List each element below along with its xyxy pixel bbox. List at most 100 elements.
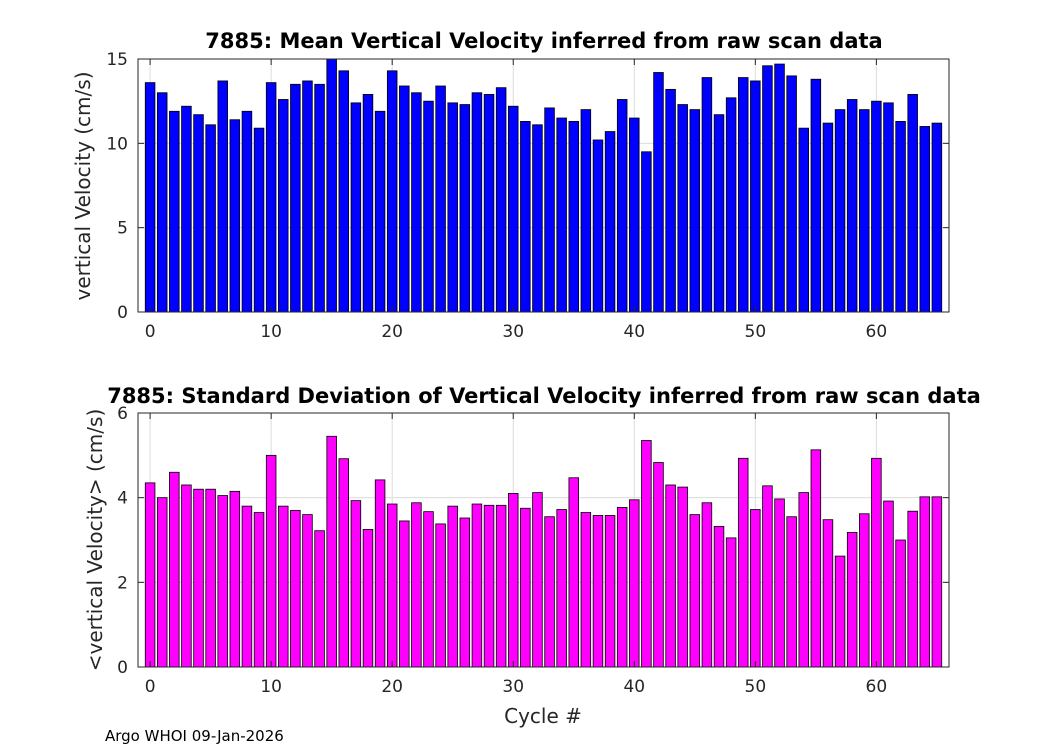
bar-cycle-15 <box>326 435 337 668</box>
chart-title: 7885: Standard Deviation of Vertical Vel… <box>107 384 981 408</box>
bar-cycle-2 <box>169 471 180 668</box>
bar-cycle-23 <box>423 100 434 313</box>
bar-cycle-12 <box>290 83 301 313</box>
bar-cycle-0 <box>144 482 156 668</box>
bar-cycle-50 <box>750 80 761 313</box>
bar-cycle-58 <box>846 99 858 313</box>
bar-cycle-35 <box>568 477 579 668</box>
x-tick-label: 60 <box>866 677 888 697</box>
bar-cycle-22 <box>411 502 422 668</box>
bar-cycle-42 <box>653 462 664 668</box>
x-tick-label: 10 <box>260 322 282 342</box>
bar-cycle-18 <box>362 529 374 668</box>
bar-cycle-27 <box>471 92 483 313</box>
bar-cycle-35 <box>568 121 579 313</box>
bar-cycle-55 <box>810 449 822 668</box>
bar-cycle-65 <box>931 496 943 668</box>
bar-cycle-40 <box>629 117 640 313</box>
x-tick-label: 20 <box>381 322 403 342</box>
bar-cycle-58 <box>846 531 858 668</box>
x-tick-label: 30 <box>502 322 524 342</box>
bar-cycle-6 <box>217 80 228 313</box>
bar-cycle-29 <box>495 87 507 313</box>
bar-cycle-5 <box>205 488 216 668</box>
ticks: 0 10 20 30 40 50 60 0 2 4 6 <box>117 404 949 697</box>
bar-cycle-3 <box>181 484 192 668</box>
bar-cycle-18 <box>362 94 374 313</box>
bar-cycle-7 <box>229 119 241 313</box>
bar-cycle-30 <box>507 493 519 668</box>
bar-cycle-5 <box>205 124 216 313</box>
bar-cycle-7 <box>229 490 241 668</box>
bar-cycle-39 <box>616 506 628 668</box>
x-tick-label: 40 <box>623 322 645 342</box>
plot-frame <box>137 58 950 313</box>
y-tick-label: 15 <box>106 50 128 70</box>
y-tick-label: 5 <box>117 219 128 239</box>
bar-cycle-30 <box>507 105 519 313</box>
bar-cycle-8 <box>241 110 253 313</box>
bars <box>144 58 943 313</box>
x-tick-label: 60 <box>866 322 888 342</box>
bar-cycle-31 <box>520 121 531 313</box>
bar-cycle-52 <box>774 498 785 668</box>
bar-cycle-49 <box>737 457 749 668</box>
bar-cycle-47 <box>713 526 725 668</box>
x-tick-label: 0 <box>145 322 156 342</box>
bar-cycle-24 <box>435 85 446 313</box>
bar-cycle-38 <box>604 131 616 313</box>
bar-cycle-37 <box>592 139 604 313</box>
bar-cycle-20 <box>386 503 398 668</box>
bar-cycle-46 <box>701 502 713 668</box>
footer-credit: Argo WHOI 09-Jan-2026 <box>105 727 284 745</box>
bar-cycle-57 <box>834 555 846 668</box>
bar-cycle-43 <box>665 484 676 668</box>
bar-cycle-26 <box>459 517 471 668</box>
bar-cycle-64 <box>919 126 931 313</box>
bar-cycle-51 <box>762 485 773 668</box>
bar-cycle-19 <box>374 110 386 313</box>
bar-cycle-17 <box>350 500 362 668</box>
bar-cycle-34 <box>556 117 567 313</box>
bar-cycle-1 <box>156 497 168 668</box>
bar-cycle-56 <box>822 122 834 313</box>
bar-cycle-65 <box>931 122 943 313</box>
bar-cycle-27 <box>471 503 483 668</box>
bar-cycle-0 <box>144 82 156 313</box>
bar-cycle-28 <box>483 504 495 668</box>
bar-cycle-11 <box>278 99 289 313</box>
bar-cycle-39 <box>616 99 628 313</box>
bar-cycle-9 <box>253 127 265 313</box>
bar-cycle-48 <box>725 97 737 313</box>
bar-cycle-14 <box>314 83 325 313</box>
bar-cycle-8 <box>241 505 253 668</box>
bar-cycle-16 <box>338 458 350 668</box>
plot-frame <box>137 412 950 668</box>
bar-cycle-34 <box>556 509 567 668</box>
bar-cycle-38 <box>604 515 616 668</box>
bar-cycle-53 <box>786 516 797 668</box>
ticks: 0 10 20 30 40 50 60 0 5 10 15 <box>106 50 949 342</box>
bar-cycle-51 <box>762 65 773 313</box>
bar-cycle-63 <box>907 94 918 313</box>
bar-cycle-13 <box>302 514 313 668</box>
chart-title: 7885: Mean Vertical Velocity inferred fr… <box>205 29 882 53</box>
bar-cycle-10 <box>265 454 277 668</box>
y-tick-label: 2 <box>117 573 128 593</box>
bar-cycle-50 <box>750 509 761 668</box>
bar-cycle-33 <box>544 107 555 313</box>
bar-cycle-44 <box>677 486 688 668</box>
bar-cycle-61 <box>883 102 894 313</box>
bar-cycle-53 <box>786 75 797 313</box>
bar-cycle-2 <box>169 110 180 313</box>
bar-cycle-46 <box>701 77 713 313</box>
bar-cycle-26 <box>459 104 471 313</box>
bar-cycle-59 <box>859 513 870 668</box>
bar-cycle-62 <box>895 539 906 668</box>
bar-cycle-13 <box>302 80 313 313</box>
x-tick-label: 30 <box>502 677 524 697</box>
bar-cycle-49 <box>737 77 749 313</box>
bar-cycle-25 <box>447 505 458 668</box>
bar-cycle-12 <box>290 509 301 668</box>
bars <box>144 435 943 668</box>
